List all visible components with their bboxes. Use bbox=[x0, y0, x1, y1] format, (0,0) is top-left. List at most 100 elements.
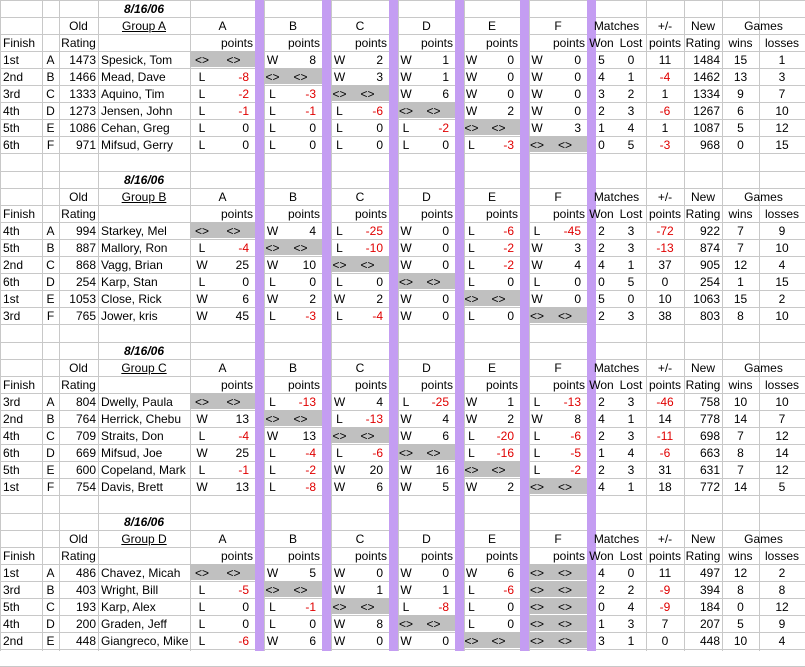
match-points-cell[interactable]: 0 bbox=[442, 258, 449, 272]
won-cell[interactable]: 2 bbox=[598, 583, 605, 597]
match-result-cell[interactable]: W bbox=[400, 634, 412, 648]
seed-cell[interactable]: D bbox=[46, 275, 55, 289]
finish-header[interactable]: Finish bbox=[3, 36, 36, 50]
plusminus-cell[interactable]: 0 bbox=[661, 634, 669, 648]
games-won-cell[interactable]: 7 bbox=[737, 463, 744, 477]
match-points-cell[interactable]: 0 bbox=[507, 70, 514, 84]
new-rating-cell[interactable]: 1334 bbox=[693, 87, 720, 101]
finish-cell[interactable]: 6th bbox=[3, 138, 20, 152]
match-result-cell[interactable]: L bbox=[468, 429, 475, 443]
games-won-cell[interactable]: 8 bbox=[737, 309, 744, 323]
match-result-cell[interactable]: W bbox=[531, 104, 543, 118]
match-points-cell[interactable]: 10 bbox=[302, 258, 316, 272]
player-name-cell[interactable]: Graden, Jeff bbox=[101, 617, 167, 631]
match-points-cell[interactable]: <> bbox=[360, 429, 375, 443]
old-rating-cell[interactable]: 1466 bbox=[69, 70, 96, 84]
match-result-cell[interactable]: L bbox=[269, 463, 276, 477]
finish-cell[interactable]: 4th bbox=[3, 429, 20, 443]
won-cell[interactable]: 1 bbox=[598, 617, 605, 631]
match-result-cell[interactable]: L bbox=[269, 87, 276, 101]
match-points-cell[interactable]: 0 bbox=[309, 617, 316, 631]
match-result-cell[interactable]: W bbox=[400, 70, 412, 84]
finish-cell[interactable]: 2nd bbox=[3, 70, 24, 84]
match-points-cell[interactable]: -2 bbox=[570, 463, 581, 477]
points-header-3[interactable]: points bbox=[420, 378, 453, 392]
plusminus-cell[interactable]: 18 bbox=[658, 480, 672, 494]
match-points-cell[interactable]: -6 bbox=[503, 224, 514, 238]
match-result-cell[interactable]: L bbox=[468, 241, 475, 255]
match-result-cell[interactable]: W bbox=[400, 463, 412, 477]
won-cell[interactable]: 5 bbox=[598, 292, 605, 306]
old-header[interactable]: Old bbox=[69, 532, 88, 546]
player-name-cell[interactable]: Vagg, Brian bbox=[101, 258, 163, 272]
match-result-cell[interactable]: W bbox=[333, 53, 346, 67]
match-result-cell[interactable]: L bbox=[533, 275, 541, 289]
finish-cell[interactable]: 4th bbox=[3, 617, 20, 631]
seed-cell[interactable]: A bbox=[46, 566, 55, 580]
match-points-cell[interactable]: -3 bbox=[305, 87, 316, 101]
match-points-cell[interactable]: 45 bbox=[235, 309, 249, 323]
new-rating-cell[interactable]: 1087 bbox=[693, 121, 720, 135]
table-date[interactable]: 8/16/06 bbox=[123, 344, 165, 358]
plusminus-header[interactable]: +/- bbox=[657, 361, 673, 375]
new-rating-cell[interactable]: 905 bbox=[699, 258, 720, 272]
match-result-cell[interactable]: L bbox=[468, 446, 475, 460]
match-result-cell[interactable]: W bbox=[465, 53, 478, 67]
points-header-0[interactable]: points bbox=[220, 549, 253, 563]
match-points-cell[interactable]: 3 bbox=[376, 70, 383, 84]
match-points-cell[interactable]: <> bbox=[360, 600, 375, 614]
lost-cell[interactable]: 3 bbox=[627, 395, 635, 409]
match-points-cell[interactable]: 13 bbox=[235, 480, 249, 494]
match-points-cell[interactable]: -45 bbox=[563, 224, 581, 238]
lost-cell[interactable]: 1 bbox=[627, 480, 635, 494]
points-header-2[interactable]: points bbox=[354, 36, 387, 50]
match-result-cell[interactable]: L bbox=[336, 412, 343, 426]
table-date[interactable]: 8/16/06 bbox=[123, 2, 165, 16]
points-header-5[interactable]: points bbox=[552, 36, 585, 50]
match-result-cell[interactable]: <> bbox=[529, 566, 544, 580]
player-name-cell[interactable]: Aquino, Tim bbox=[101, 87, 165, 101]
match-result-cell[interactable]: L bbox=[198, 275, 206, 289]
match-points-cell[interactable]: <> bbox=[557, 634, 572, 648]
new-header[interactable]: New bbox=[690, 19, 715, 33]
old-header[interactable]: Old bbox=[69, 190, 88, 204]
match-result-cell[interactable]: W bbox=[333, 463, 346, 477]
opponent-header-2[interactable]: C bbox=[355, 532, 365, 546]
old-rating-cell[interactable]: 403 bbox=[75, 583, 96, 597]
match-result-cell[interactable]: W bbox=[333, 583, 346, 597]
match-result-cell[interactable]: <> bbox=[529, 583, 544, 597]
match-result-cell[interactable]: W bbox=[400, 480, 412, 494]
old-rating-cell[interactable]: 669 bbox=[75, 446, 96, 460]
old-rating-cell[interactable]: 193 bbox=[75, 600, 96, 614]
match-result-cell[interactable]: <> bbox=[265, 583, 280, 597]
points-header[interactable]: points bbox=[648, 36, 682, 50]
match-points-cell[interactable]: -8 bbox=[305, 480, 316, 494]
points-header-0[interactable]: points bbox=[220, 207, 253, 221]
match-result-cell[interactable]: L bbox=[336, 275, 343, 289]
seed-cell[interactable]: B bbox=[46, 241, 55, 255]
match-points-cell[interactable]: 0 bbox=[507, 87, 514, 101]
lost-cell[interactable]: 5 bbox=[627, 275, 635, 289]
games-won-cell[interactable]: 6 bbox=[737, 104, 744, 118]
match-result-cell[interactable]: L bbox=[269, 121, 276, 135]
match-result-cell[interactable]: W bbox=[400, 292, 412, 306]
plusminus-cell[interactable]: -9 bbox=[659, 600, 671, 614]
old-rating-cell[interactable]: 804 bbox=[75, 395, 96, 409]
won-cell[interactable]: 4 bbox=[598, 70, 605, 84]
won-header[interactable]: Won bbox=[589, 36, 614, 50]
points-header[interactable]: points bbox=[648, 549, 682, 563]
won-cell[interactable]: 0 bbox=[598, 275, 605, 289]
opponent-header-0[interactable]: A bbox=[218, 19, 227, 33]
games-won-cell[interactable]: 14 bbox=[733, 412, 748, 426]
match-points-cell[interactable]: -6 bbox=[570, 429, 581, 443]
match-result-cell[interactable]: L bbox=[198, 138, 206, 152]
match-points-cell[interactable]: -4 bbox=[238, 429, 249, 443]
match-points-cell[interactable]: 1 bbox=[442, 583, 449, 597]
match-result-cell[interactable]: L bbox=[533, 224, 541, 238]
match-points-cell[interactable]: 8 bbox=[376, 617, 383, 631]
opponent-header-3[interactable]: D bbox=[422, 361, 431, 375]
match-points-cell[interactable]: -1 bbox=[305, 104, 316, 118]
finish-cell[interactable]: 1st bbox=[3, 53, 20, 67]
seed-cell[interactable]: E bbox=[46, 634, 55, 648]
won-cell[interactable]: 2 bbox=[598, 309, 605, 323]
